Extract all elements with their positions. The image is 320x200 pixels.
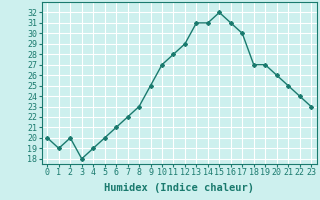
X-axis label: Humidex (Indice chaleur): Humidex (Indice chaleur) — [104, 183, 254, 193]
